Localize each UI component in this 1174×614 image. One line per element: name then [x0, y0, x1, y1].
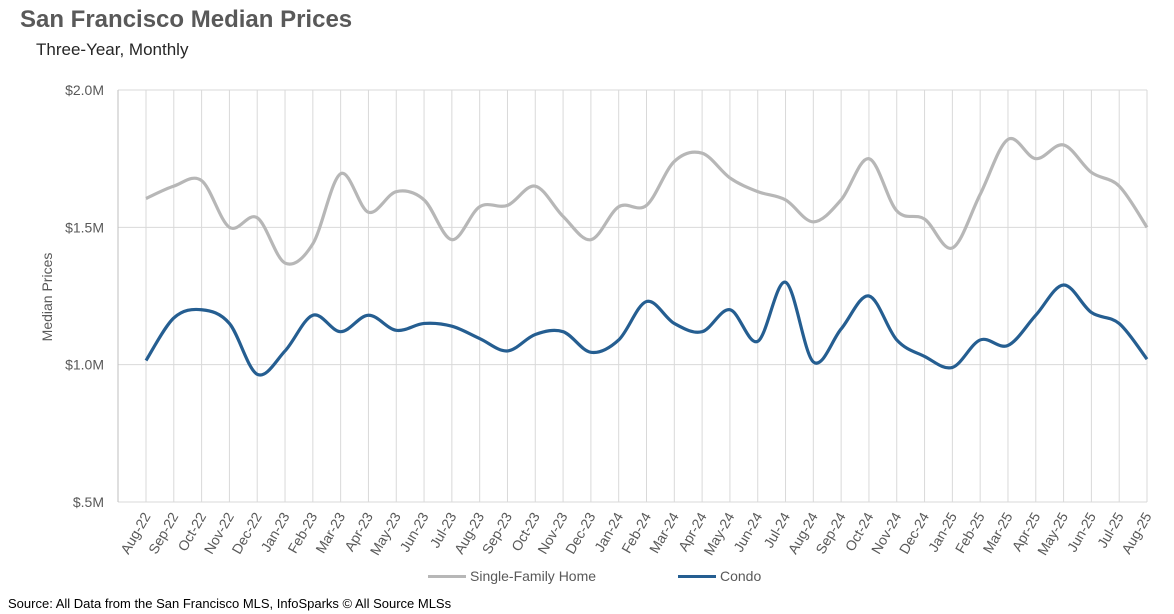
data-point-single-family-home: [729, 177, 731, 179]
data-point-condo: [395, 329, 397, 331]
data-point-single-family-home: [701, 152, 703, 154]
data-point-single-family-home: [478, 206, 480, 208]
series-line-single-family-home: [145, 136, 1149, 266]
data-point-single-family-home: [673, 160, 675, 162]
data-point-condo: [284, 350, 286, 352]
series-lines: [144, 136, 1149, 377]
series-line-condo: [144, 280, 1149, 377]
data-point-single-family-home: [284, 262, 286, 264]
data-point-condo: [979, 339, 981, 341]
data-point-single-family-home: [451, 238, 453, 240]
data-point-condo: [312, 314, 314, 316]
data-point-condo: [256, 373, 258, 375]
data-point-condo: [228, 322, 230, 324]
data-point-single-family-home: [312, 243, 314, 245]
gridlines: [117, 89, 1148, 503]
legend: Single-Family Home Condo: [0, 568, 1174, 586]
data-point-single-family-home: [562, 215, 564, 217]
data-point-single-family-home: [256, 217, 258, 219]
data-point-single-family-home: [896, 210, 898, 212]
data-point-condo: [339, 331, 341, 333]
data-point-condo: [868, 295, 870, 297]
chart-title: San Francisco Median Prices: [20, 6, 353, 33]
data-point-condo: [923, 355, 925, 357]
data-point-single-family-home: [367, 211, 369, 213]
legend-item-single-family: Single-Family Home: [428, 568, 596, 584]
y-tick-label: $.5M: [73, 494, 104, 510]
data-point-condo: [784, 281, 786, 283]
data-point-single-family-home: [840, 199, 842, 201]
data-point-single-family-home: [506, 204, 508, 206]
data-point-single-family-home: [1118, 185, 1120, 187]
x-tick-label: Jun-23: [396, 509, 431, 554]
data-point-condo: [729, 309, 731, 311]
data-point-condo: [840, 328, 842, 330]
data-point-condo: [590, 351, 592, 353]
data-point-single-family-home: [200, 179, 202, 181]
legend-label-condo: Condo: [720, 568, 762, 584]
data-point-single-family-home: [339, 173, 341, 175]
data-point-condo: [423, 322, 425, 324]
data-point-single-family-home: [395, 190, 397, 192]
legend-item-condo: Condo: [678, 568, 761, 584]
data-point-single-family-home: [757, 190, 759, 192]
data-point-condo: [1118, 322, 1120, 324]
data-point-condo: [534, 333, 536, 335]
data-point-single-family-home: [1062, 144, 1064, 146]
data-point-single-family-home: [979, 193, 981, 195]
data-point-condo: [173, 317, 175, 319]
data-point-condo: [757, 340, 759, 342]
data-point-condo: [1090, 311, 1092, 313]
legend-swatch-single-family: [428, 574, 466, 578]
data-point-condo: [478, 337, 480, 339]
data-point-single-family-home: [784, 199, 786, 201]
data-point-single-family-home: [1007, 138, 1009, 140]
data-point-condo: [617, 339, 619, 341]
data-point-single-family-home: [645, 204, 647, 206]
x-tick-label: Jun-25: [1064, 509, 1099, 554]
y-axis-ticks: $.5M $1.0M $1.5M $2.0M: [65, 82, 104, 510]
y-tick-label: $1.0M: [65, 357, 104, 373]
data-point-condo: [506, 350, 508, 352]
data-point-single-family-home: [534, 185, 536, 187]
data-point-single-family-home: [173, 185, 175, 187]
data-point-condo: [145, 359, 147, 361]
data-point-condo: [673, 322, 675, 324]
data-point-single-family-home: [1090, 171, 1092, 173]
legend-label-single-family: Single-Family Home: [470, 568, 597, 584]
data-point-single-family-home: [617, 206, 619, 208]
data-point-condo: [1007, 344, 1009, 346]
data-point-single-family-home: [812, 221, 814, 223]
data-point-condo: [200, 309, 202, 311]
x-tick-label: Jun-24: [730, 509, 765, 554]
data-point-condo: [951, 366, 953, 368]
source-note: Source: All Data from the San Francisco …: [8, 596, 452, 611]
legend-swatch-condo: [678, 574, 716, 578]
data-point-single-family-home: [423, 199, 425, 201]
data-point-single-family-home: [1035, 157, 1037, 159]
data-point-single-family-home: [590, 238, 592, 240]
data-point-condo: [451, 325, 453, 327]
y-tick-label: $1.5M: [65, 219, 104, 235]
data-point-single-family-home: [1146, 226, 1148, 228]
data-point-condo: [1062, 284, 1064, 286]
data-point-single-family-home: [923, 218, 925, 220]
data-point-single-family-home: [145, 197, 147, 199]
data-point-single-family-home: [228, 226, 230, 228]
y-axis-label: Median Prices: [39, 253, 55, 342]
data-point-single-family-home: [868, 157, 870, 159]
data-point-condo: [367, 314, 369, 316]
y-tick-label: $2.0M: [65, 82, 104, 98]
x-axis-ticks: Aug-22Sep-22Oct-22Nov-22Dec-22Jan-23Feb-…: [117, 509, 1155, 558]
data-point-condo: [645, 300, 647, 302]
data-point-condo: [701, 331, 703, 333]
chart-subtitle: Three-Year, Monthly: [36, 40, 189, 59]
data-point-condo: [1146, 358, 1148, 360]
data-point-condo: [896, 339, 898, 341]
data-point-single-family-home: [951, 247, 953, 249]
data-point-condo: [812, 361, 814, 363]
data-point-condo: [1035, 314, 1037, 316]
data-point-condo: [562, 331, 564, 333]
